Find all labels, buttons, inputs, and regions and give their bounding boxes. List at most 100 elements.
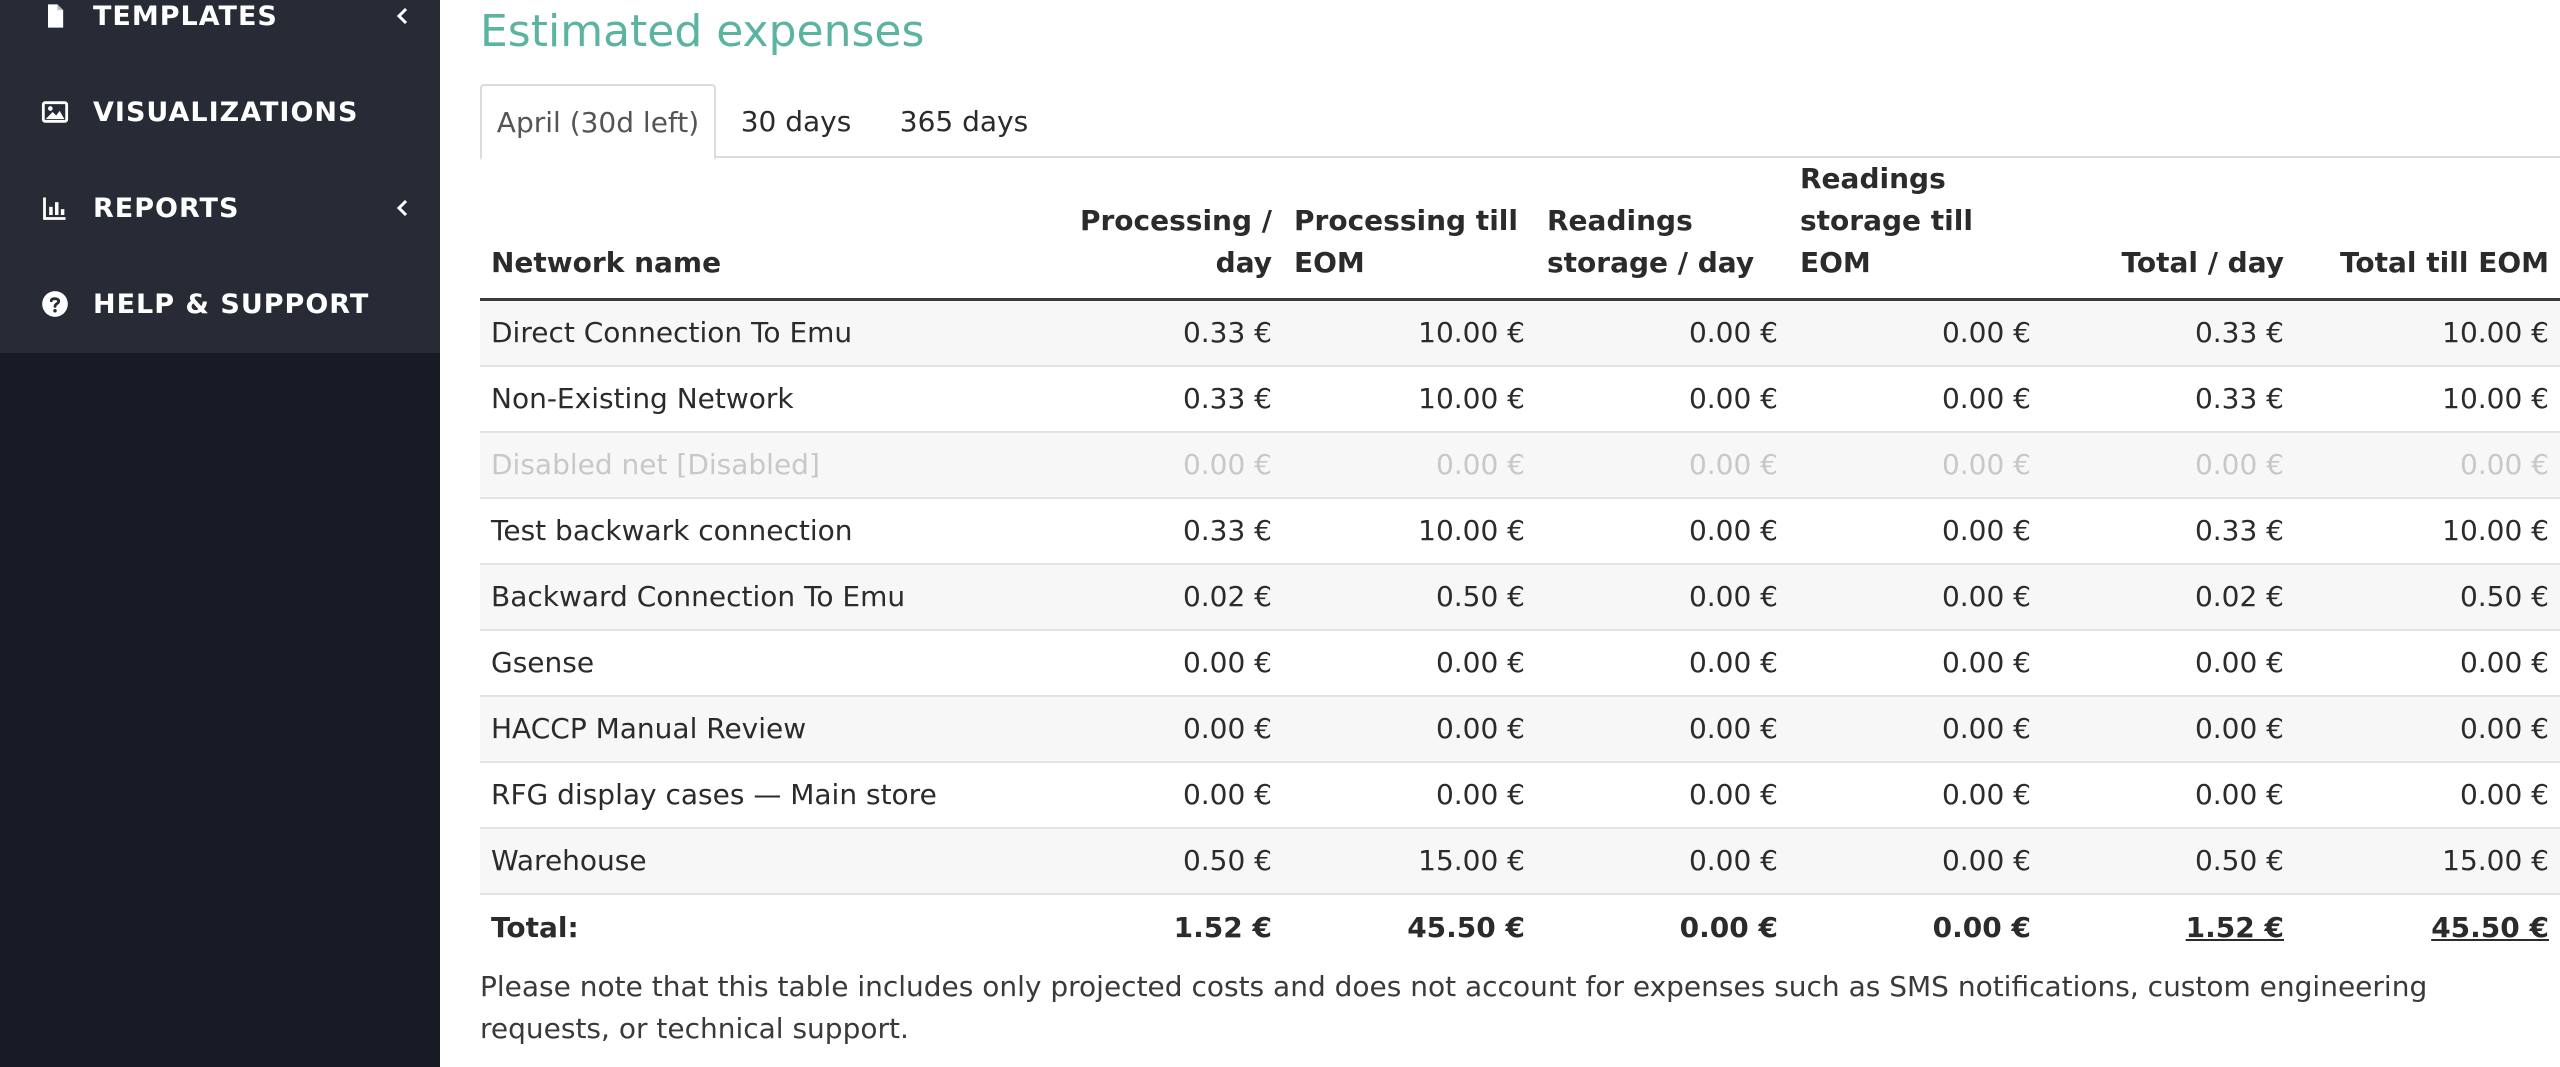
value-cell: 0.00 € bbox=[1536, 695, 1789, 763]
value-cell: 0.00 € bbox=[1030, 431, 1283, 499]
period-tabs: April (30d left) 30 days 365 days bbox=[480, 84, 2560, 160]
value-cell: 0.00 € bbox=[1030, 761, 1283, 829]
value-cell: 0.00 € bbox=[1536, 299, 1789, 367]
tab-365-days[interactable]: 365 days bbox=[899, 104, 1029, 138]
value-cell: 0.00 € bbox=[1030, 629, 1283, 697]
value-cell: 0.00 € bbox=[1283, 761, 1536, 829]
value-cell: 10.00 € bbox=[1283, 365, 1536, 433]
network-name-cell: RFG display cases — Main store bbox=[480, 761, 1030, 829]
image-icon bbox=[40, 97, 70, 127]
value-cell: 0.00 € bbox=[1789, 629, 2042, 697]
value-cell: 0.00 € bbox=[1789, 827, 2042, 895]
column-header-storage-eom: Readings storage till EOM bbox=[1789, 158, 2042, 301]
table-row: RFG display cases — Main store 0.00 €0.00… bbox=[480, 761, 2560, 829]
value-cell: 0.00 € bbox=[1789, 299, 2042, 367]
table-row: Non-Existing Network 0.33 €10.00 €0.00 €0… bbox=[480, 365, 2560, 433]
value-cell: 0.00 € bbox=[1789, 695, 2042, 763]
table-total-row: Total: 1.52 € 45.50 € 0.00 € 0.00 € 1.52… bbox=[480, 893, 2560, 960]
question-circle-icon bbox=[40, 289, 70, 319]
total-processing-day: 1.52 € bbox=[1030, 893, 1283, 960]
total-storage-day: 0.00 € bbox=[1536, 893, 1789, 960]
value-cell: 0.00 € bbox=[1789, 563, 2042, 631]
tab-april[interactable]: April (30d left) bbox=[480, 84, 716, 160]
value-cell: 0.00 € bbox=[1283, 629, 1536, 697]
value-cell: 0.00 € bbox=[1789, 497, 2042, 565]
network-name-cell: Warehouse bbox=[480, 827, 1030, 895]
file-icon bbox=[40, 1, 70, 31]
value-cell: 0.33 € bbox=[1030, 365, 1283, 433]
disclaimer-note: Please note that this table includes onl… bbox=[480, 970, 2428, 1045]
value-cell: 0.00 € bbox=[2295, 761, 2560, 829]
sidebar-item-reports[interactable]: REPORTS bbox=[0, 168, 440, 248]
value-cell: 0.00 € bbox=[2042, 761, 2295, 829]
value-cell: 0.50 € bbox=[2042, 827, 2295, 895]
value-cell: 0.33 € bbox=[2042, 299, 2295, 367]
total-total-eom: 45.50 € bbox=[2295, 893, 2560, 960]
sidebar: TEMPLATES VISUALIZATIONS REPORTS bbox=[0, 0, 440, 1067]
table-row: Direct Connection To Emu 0.33 €10.00 € 0.0… bbox=[480, 299, 2560, 367]
value-cell: 0.00 € bbox=[1536, 431, 1789, 499]
sidebar-item-label: HELP & SUPPORT bbox=[93, 288, 370, 320]
network-name-cell: Disabled net [Disabled] bbox=[480, 431, 1030, 499]
value-cell: 0.00 € bbox=[1283, 431, 1536, 499]
table-row: Backward Connection To Emu 0.02 €0.50 €0.… bbox=[480, 563, 2560, 631]
value-cell: 0.00 € bbox=[1789, 761, 2042, 829]
sidebar-item-help-support[interactable]: HELP & SUPPORT bbox=[0, 264, 440, 344]
value-cell: 0.00 € bbox=[2042, 695, 2295, 763]
network-name-cell: Direct Connection To Emu bbox=[480, 299, 1030, 367]
value-cell: 0.00 € bbox=[1789, 365, 2042, 433]
value-cell: 0.00 € bbox=[2295, 629, 2560, 697]
value-cell: 0.50 € bbox=[1283, 563, 1536, 631]
sidebar-item-label: TEMPLATES bbox=[93, 0, 278, 32]
column-header-network-name: Network name bbox=[480, 158, 1030, 301]
network-name-cell: HACCP Manual Review bbox=[480, 695, 1030, 763]
value-cell: 10.00 € bbox=[1283, 497, 1536, 565]
value-cell: 0.02 € bbox=[1030, 563, 1283, 631]
value-cell: 0.00 € bbox=[1789, 431, 2042, 499]
page-title: Estimated expenses bbox=[480, 6, 925, 57]
value-cell: 0.50 € bbox=[2295, 563, 2560, 631]
value-cell: 0.00 € bbox=[2042, 431, 2295, 499]
table-row: HACCP Manual Review 0.00 €0.00 €0.00 €0.0… bbox=[480, 695, 2560, 763]
value-cell: 0.00 € bbox=[1536, 563, 1789, 631]
value-cell: 0.33 € bbox=[1030, 497, 1283, 565]
value-cell: 15.00 € bbox=[2295, 827, 2560, 895]
sidebar-menu-panel: TEMPLATES VISUALIZATIONS REPORTS bbox=[0, 0, 440, 353]
value-cell: 15.00 € bbox=[1283, 827, 1536, 895]
network-name-cell: Backward Connection To Emu bbox=[480, 563, 1030, 631]
value-cell: 0.00 € bbox=[1536, 365, 1789, 433]
table-row: Gsense 0.00 €0.00 €0.00 €0.00 €0.00 €0.00… bbox=[480, 629, 2560, 697]
total-label: Total: bbox=[480, 893, 1030, 960]
value-cell: 0.00 € bbox=[1030, 695, 1283, 763]
column-header-storage-day: Readings storage / day bbox=[1536, 158, 1789, 301]
chevron-left-icon bbox=[393, 6, 413, 26]
table-row: Disabled net [Disabled] 0.00 €0.00 €0.00 … bbox=[480, 431, 2560, 499]
column-header-total-eom: Total till EOM bbox=[2295, 158, 2560, 301]
value-cell: 0.00 € bbox=[1536, 629, 1789, 697]
value-cell: 0.00 € bbox=[2295, 431, 2560, 499]
table-row: Test backwark connection 0.33 €10.00 €0.0… bbox=[480, 497, 2560, 565]
value-cell: 0.00 € bbox=[2042, 629, 2295, 697]
value-cell: 0.33 € bbox=[2042, 365, 2295, 433]
network-name-cell: Test backwark connection bbox=[480, 497, 1030, 565]
table-header-row: Network name Processing / day Processing… bbox=[480, 158, 2560, 301]
value-cell: 10.00 € bbox=[2295, 299, 2560, 367]
network-name-cell: Gsense bbox=[480, 629, 1030, 697]
total-processing-eom: 45.50 € bbox=[1283, 893, 1536, 960]
sidebar-item-label: VISUALIZATIONS bbox=[93, 96, 359, 128]
tab-30-days[interactable]: 30 days bbox=[740, 104, 852, 138]
main-content: Estimated expenses April (30d left) 30 d… bbox=[440, 0, 2560, 1067]
sidebar-item-templates[interactable]: TEMPLATES bbox=[0, 0, 440, 56]
sidebar-item-visualizations[interactable]: VISUALIZATIONS bbox=[0, 72, 440, 152]
sidebar-item-label: REPORTS bbox=[93, 192, 240, 224]
expenses-table: Network name Processing / day Processing… bbox=[480, 158, 2560, 960]
network-name-cell: Non-Existing Network bbox=[480, 365, 1030, 433]
column-header-processing-eom: Processing till EOM bbox=[1283, 158, 1536, 301]
value-cell: 0.00 € bbox=[1536, 827, 1789, 895]
value-cell: 10.00 € bbox=[2295, 497, 2560, 565]
total-storage-eom: 0.00 € bbox=[1789, 893, 2042, 960]
column-header-processing-day: Processing / day bbox=[1030, 158, 1283, 301]
value-cell: 10.00 € bbox=[2295, 365, 2560, 433]
bar-chart-icon bbox=[40, 193, 70, 223]
